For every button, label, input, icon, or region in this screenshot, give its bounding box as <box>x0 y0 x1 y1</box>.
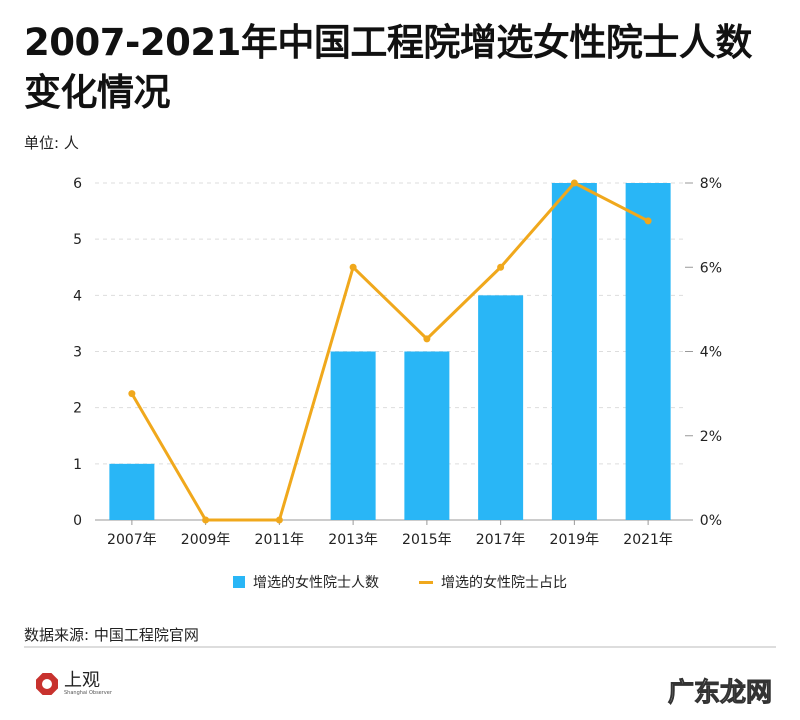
line-point <box>275 516 283 524</box>
y-right-tick-label: 0% <box>700 513 722 529</box>
x-tick-label: 2021年 <box>623 532 673 548</box>
y-left-tick-label: 3 <box>73 345 82 361</box>
y-right-tick-label: 8% <box>700 176 722 192</box>
line-point <box>128 390 136 398</box>
y-right-tick-label: 2% <box>700 429 722 445</box>
bar <box>551 183 597 520</box>
line-point <box>202 516 210 524</box>
unit-label: 单位: 人 <box>24 134 79 152</box>
logo-icon <box>36 673 58 695</box>
x-tick-label: 2017年 <box>476 532 526 548</box>
bar <box>478 295 524 520</box>
x-tick-label: 2019年 <box>550 532 600 548</box>
divider <box>24 646 776 648</box>
legend-item-line: 增选的女性院士占比 <box>419 572 567 592</box>
x-tick-label: 2009年 <box>181 532 231 548</box>
y-left-tick-label: 0 <box>73 513 82 529</box>
x-tick-label: 2007年 <box>107 532 157 548</box>
legend-swatch-line <box>419 580 433 584</box>
legend-item-bar: 增选的女性院士人数 <box>233 572 379 592</box>
x-tick-label: 2013年 <box>328 532 378 548</box>
bar <box>109 463 155 520</box>
logo-text: 上观 <box>64 670 100 691</box>
y-right-tick-label: 6% <box>700 260 722 276</box>
line-point <box>349 263 357 271</box>
legend-swatch-bar <box>233 576 245 588</box>
x-tick-label: 2011年 <box>255 532 305 548</box>
data-source: 数据来源: 中国工程院官网 <box>24 626 199 644</box>
line-series <box>130 181 649 522</box>
x-tick-label: 2015年 <box>402 532 452 548</box>
y-left-tick-label: 4 <box>73 288 82 304</box>
shanghai-observer-logo: 上观 Shanghai Observer <box>36 672 112 696</box>
line-point <box>570 179 578 187</box>
watermark: 广东龙网 <box>667 678 772 709</box>
logo-subtext: Shanghai Observer <box>64 690 112 696</box>
y-left-tick-label: 5 <box>73 232 82 248</box>
bar <box>330 351 376 520</box>
line-point <box>497 263 505 271</box>
y-right-tick-label: 4% <box>700 345 722 361</box>
legend-label: 增选的女性院士人数 <box>253 575 379 591</box>
legend: 增选的女性院士人数 增选的女性院士占比 <box>0 572 800 592</box>
combo-chart: 0 1 2 3 4 5 6 0% 2% 4% 6% 8% 2007年 2009年 2011年 2013年 201… <box>73 176 722 548</box>
bar <box>625 183 671 520</box>
chart-title: 2007-2021年中国工程院增选女性院士人数变化情况 <box>24 21 752 114</box>
line-point <box>423 335 431 343</box>
bar <box>404 351 450 520</box>
legend-label: 增选的女性院士占比 <box>441 575 567 591</box>
y-left-tick-label: 2 <box>73 401 82 417</box>
y-left-tick-label: 6 <box>73 176 82 192</box>
y-left-tick-label: 1 <box>73 457 82 473</box>
line-point <box>644 217 652 225</box>
